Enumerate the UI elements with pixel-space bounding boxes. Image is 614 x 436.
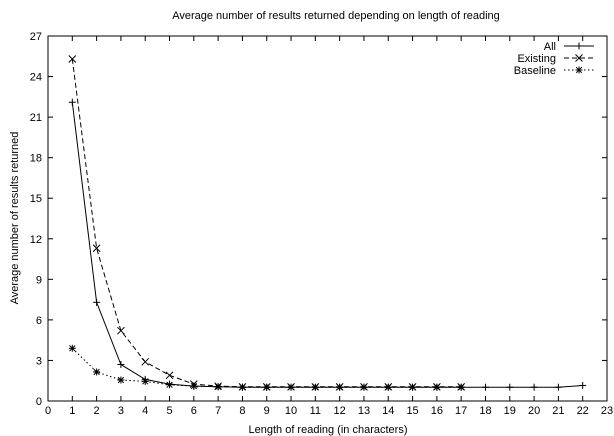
x-tick-label: 7 <box>215 405 221 417</box>
y-tick-label: 3 <box>36 355 42 367</box>
data-point <box>166 381 174 389</box>
series-layer <box>68 55 587 391</box>
x-tick-label: 4 <box>142 405 148 417</box>
x-tick-label: 19 <box>504 405 516 417</box>
series-existing <box>68 55 466 391</box>
data-point <box>287 383 295 391</box>
x-tick-label: 3 <box>118 405 124 417</box>
x-axis-label: Length of reading (in characters) <box>249 424 408 436</box>
x-tick-label: 23 <box>601 405 613 417</box>
data-point <box>263 383 271 391</box>
y-tick-label: 12 <box>30 234 42 246</box>
y-axis-label: Average number of results returned <box>9 132 21 305</box>
y-tick-label: 15 <box>30 193 42 205</box>
x-tick-label: 21 <box>552 405 564 417</box>
x-tick-label: 8 <box>239 405 245 417</box>
x-tick-label: 22 <box>577 405 589 417</box>
series-baseline <box>68 344 465 391</box>
data-point <box>457 383 465 391</box>
data-point <box>530 383 538 391</box>
data-point <box>190 382 198 390</box>
y-tick-label: 24 <box>30 72 42 84</box>
y-tick-label: 21 <box>30 112 42 124</box>
data-point <box>68 55 77 63</box>
data-point <box>433 383 441 391</box>
x-tick-label: 12 <box>334 405 346 417</box>
y-tick-label: 18 <box>30 153 42 165</box>
data-point <box>68 344 76 352</box>
data-point <box>311 383 319 391</box>
x-tick-label: 9 <box>264 405 270 417</box>
x-tick-label: 1 <box>69 405 75 417</box>
x-tick-label: 2 <box>94 405 100 417</box>
data-point <box>117 376 125 384</box>
y-tick-label: 6 <box>36 315 42 327</box>
y-tick-label: 0 <box>36 396 42 408</box>
legend-marker <box>575 66 583 74</box>
data-point <box>117 361 125 368</box>
data-point <box>384 383 392 391</box>
data-point <box>360 383 368 391</box>
legend-label: Baseline <box>514 65 556 77</box>
series-line <box>71 102 583 388</box>
series-line <box>71 58 462 388</box>
legend-label: Existing <box>517 53 556 65</box>
y-tick-label: 9 <box>36 274 42 286</box>
plot-area-frame <box>47 35 608 402</box>
series-line <box>71 347 462 388</box>
legend-marker <box>575 42 583 50</box>
data-point <box>165 371 174 380</box>
chart-title: Average number of results returned depen… <box>172 10 500 22</box>
data-point <box>554 383 562 391</box>
x-tick-label: 20 <box>528 405 540 417</box>
data-point <box>409 383 417 391</box>
x-tick-label: 17 <box>455 405 467 417</box>
x-tick-label: 14 <box>382 405 394 417</box>
legend-item-existing: Existing <box>517 53 594 65</box>
data-point <box>238 383 246 391</box>
x-tick-label: 16 <box>431 405 443 417</box>
data-point <box>117 326 125 335</box>
data-point <box>92 244 101 253</box>
x-tick-label: 6 <box>191 405 197 417</box>
data-point <box>141 357 150 366</box>
y-tick-label: 27 <box>30 31 42 43</box>
x-tick-label: 10 <box>285 405 297 417</box>
x-tick-label: 11 <box>310 405 321 417</box>
data-point <box>481 383 489 391</box>
data-point <box>141 377 149 385</box>
x-tick-label: 13 <box>358 405 370 417</box>
legend-marker <box>575 54 583 62</box>
legend-item-baseline: Baseline <box>514 65 594 77</box>
x-tick-label: 0 <box>45 405 51 417</box>
data-point <box>93 368 101 376</box>
x-tick-label: 18 <box>479 405 491 417</box>
series-all <box>68 98 587 391</box>
data-point <box>336 383 344 391</box>
data-point <box>579 381 587 389</box>
data-point <box>506 383 514 391</box>
x-tick-label: 15 <box>406 405 418 417</box>
x-tick-label: 5 <box>166 405 172 417</box>
data-point <box>214 383 222 391</box>
legend-item-all: All <box>544 41 594 53</box>
legend-label: All <box>544 41 556 53</box>
axis-ticks: 0 1 2 3 4 5 6 7 8 9 10 11 12 13 14 15 16 17 18 19 20 21 22 2303… <box>30 31 613 417</box>
data-point <box>68 98 76 106</box>
data-point <box>93 298 101 306</box>
